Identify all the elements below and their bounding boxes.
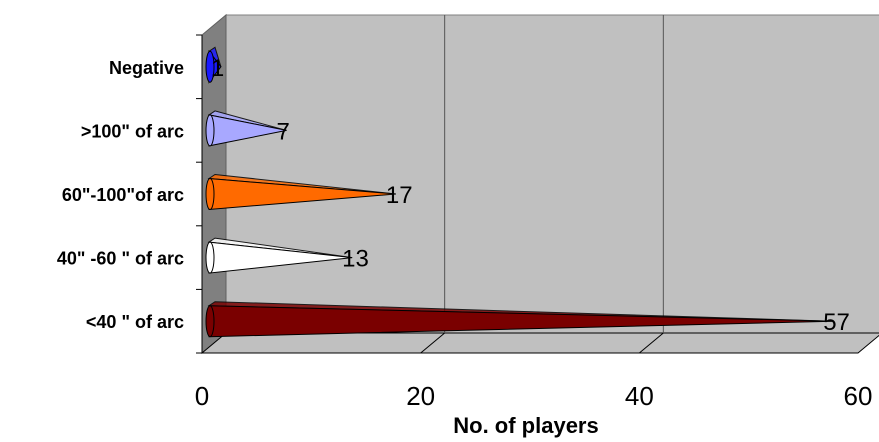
category-label: <40 " of arc (86, 312, 184, 332)
bars (205, 46, 834, 338)
bar (205, 46, 222, 84)
gridlines (196, 15, 664, 354)
data-label: 1 (211, 55, 224, 82)
x-tick-labels: 0 20 40 60 (195, 381, 873, 411)
floor-gridline (639, 332, 664, 354)
category-label: 40" -60 " of arc (57, 249, 184, 269)
back-wall (225, 14, 879, 334)
data-label: 57 (823, 309, 850, 336)
data-label: 7 (277, 118, 290, 145)
category-label: 60"-100"of arc (62, 185, 184, 205)
x-tick-label: 20 (406, 381, 435, 411)
category-label: >100" of arc (81, 121, 184, 141)
data-label: 17 (386, 182, 413, 209)
bar (205, 173, 396, 211)
x-axis-title: No. of players (453, 413, 598, 438)
floor (200, 332, 879, 354)
floor-gridline (420, 332, 445, 354)
bar (205, 110, 287, 147)
category-labels: Negative >100" of arc 60"-100"of arc 40" -6… (57, 58, 184, 332)
bar (205, 301, 834, 338)
chart-floor-and-walls (200, 13, 879, 355)
x-tick-label: 0 (195, 381, 209, 411)
bar (205, 237, 353, 274)
x-tick-label: 40 (625, 381, 654, 411)
x-tick-label: 60 (844, 381, 873, 411)
data-label: 13 (342, 246, 369, 273)
category-label: Negative (109, 58, 184, 78)
